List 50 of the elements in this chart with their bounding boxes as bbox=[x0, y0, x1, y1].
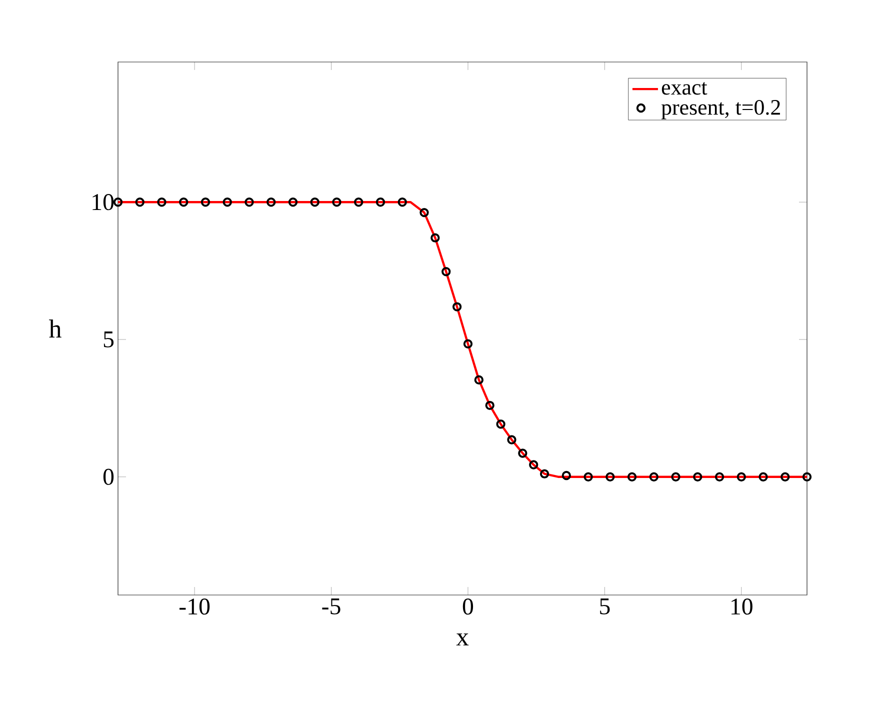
point bbox=[442, 267, 451, 276]
point bbox=[266, 198, 276, 207]
point bbox=[540, 469, 550, 478]
point bbox=[518, 448, 528, 458]
x-tick-label: 10 bbox=[732, 598, 752, 615]
point bbox=[452, 302, 462, 312]
x-axis-title: x bbox=[456, 633, 469, 646]
point bbox=[244, 198, 254, 207]
point bbox=[179, 198, 188, 207]
point bbox=[310, 198, 320, 207]
x-tick-label: 5 bbox=[600, 598, 610, 614]
y-tick-label: 0 bbox=[103, 468, 114, 485]
point bbox=[463, 339, 473, 348]
point bbox=[671, 472, 680, 482]
y-tick-label: 5 bbox=[104, 332, 114, 348]
point bbox=[562, 470, 571, 480]
x-tick-label: 0 bbox=[462, 598, 474, 615]
point bbox=[780, 472, 790, 482]
point bbox=[288, 198, 298, 207]
x-tick-label: -10 bbox=[180, 598, 210, 615]
point bbox=[736, 472, 746, 482]
point bbox=[627, 472, 637, 482]
point bbox=[200, 198, 210, 207]
point bbox=[485, 400, 494, 410]
point bbox=[496, 420, 506, 429]
point bbox=[507, 435, 516, 444]
point bbox=[222, 198, 232, 207]
point bbox=[649, 472, 658, 482]
point bbox=[420, 208, 429, 218]
point bbox=[354, 198, 364, 207]
point bbox=[758, 472, 768, 482]
x-tick-label: -5 bbox=[322, 598, 340, 614]
point bbox=[157, 198, 166, 207]
point bbox=[135, 198, 144, 207]
point bbox=[398, 198, 407, 207]
point bbox=[606, 472, 615, 482]
legend-label: present, t=0.2 bbox=[661, 100, 780, 120]
y-axis-title: h bbox=[49, 320, 62, 338]
y-tick-label: 10 bbox=[92, 194, 114, 210]
point bbox=[529, 460, 538, 470]
legend-label: exact bbox=[662, 82, 708, 95]
point bbox=[714, 472, 724, 482]
point bbox=[376, 198, 386, 207]
point bbox=[332, 198, 342, 207]
point bbox=[693, 472, 702, 482]
point bbox=[113, 198, 123, 207]
point bbox=[802, 472, 812, 482]
point bbox=[584, 472, 593, 482]
point bbox=[430, 233, 440, 242]
point bbox=[474, 375, 484, 384]
